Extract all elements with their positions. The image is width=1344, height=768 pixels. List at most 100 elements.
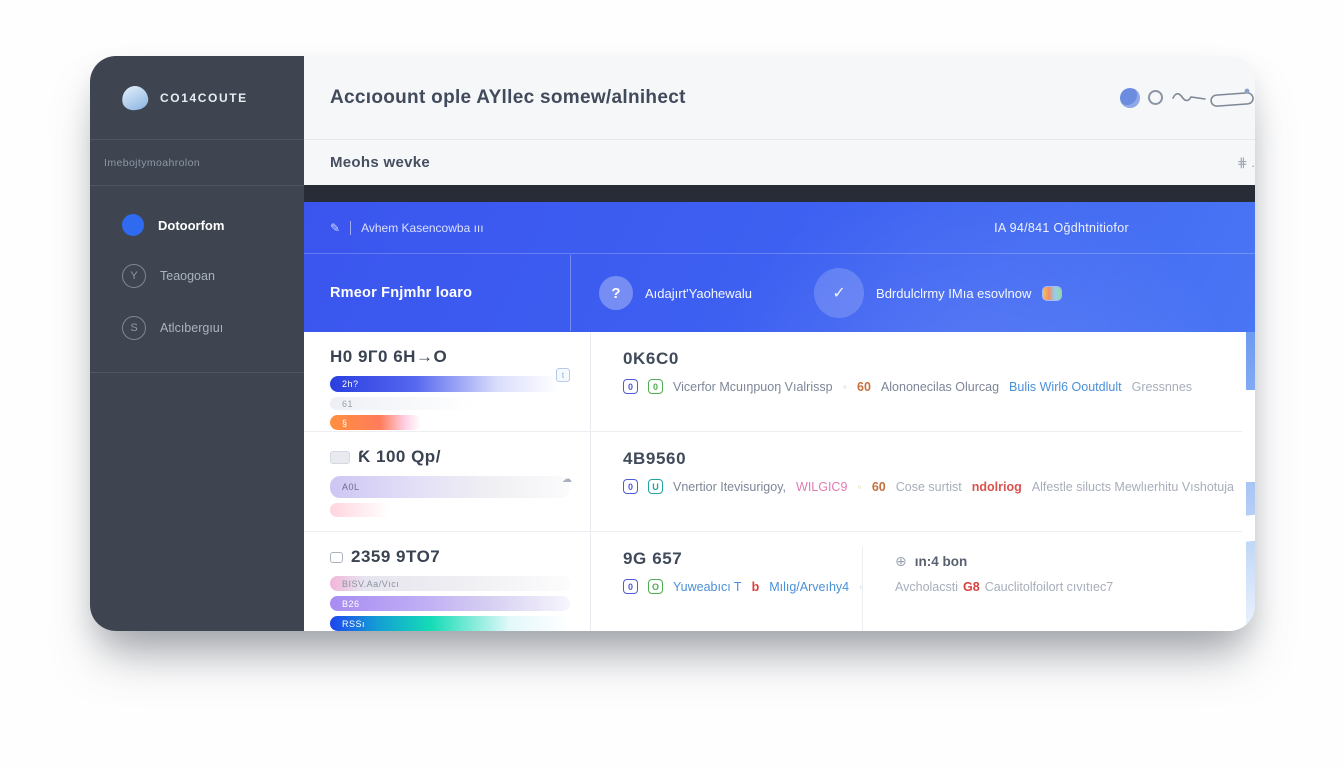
- sidebar-item-label: Teaogoan: [160, 269, 215, 283]
- sidebar-nav: Dotoorfom Y Teaogoan S Atlcıbergıuı: [90, 186, 304, 373]
- extra-pre: Avcholacsti: [895, 580, 958, 594]
- cloud-icon[interactable]: ☁: [562, 474, 572, 485]
- question-avatar-icon: ?: [599, 276, 633, 310]
- progress-bar: 2h?: [330, 376, 570, 392]
- header-actions: [1119, 87, 1255, 109]
- logo-label: Co14coute: [160, 90, 248, 105]
- globe-icon: ⊕: [895, 553, 907, 569]
- section-action-icon[interactable]: ⋕ .: [1236, 154, 1255, 170]
- sidebar-item-label: Atlcıbergıuı: [160, 321, 224, 335]
- progress-bar: BISV.Aa/Vıcı: [330, 576, 570, 591]
- dark-divider-strip: [304, 185, 1255, 202]
- assignee-group[interactable]: ? Aıdajırt'Yaohewalu: [599, 276, 752, 310]
- summary-banner: ✎ Avhem Kasencowba ııı IA 94/841 Oğdhtni…: [304, 202, 1255, 332]
- sidebar-item-label: Dotoorfom: [158, 217, 225, 233]
- status-label: Bdrdulclrmy IMıa esovlnow: [876, 285, 1032, 301]
- divider: [570, 255, 571, 331]
- attachment-icon[interactable]: t: [556, 368, 570, 382]
- row-title: 2359 9TO7: [330, 547, 570, 567]
- app-logo-icon: [120, 83, 150, 112]
- token: Bulis Wirl6 Ooutdlult: [1009, 379, 1122, 394]
- row-detail-cell: 9G 657 0O Yuweabıcı T b Mılıg/Arveıhy4 ◦ ◦ ◦…: [591, 532, 1246, 631]
- sidebar-item-teaogoan[interactable]: Y Teaogoan: [122, 264, 304, 288]
- strip-notch: [1241, 511, 1255, 543]
- row-progress-cell: Ƙ 100 Qp/ ☁ A0L: [304, 432, 591, 531]
- sidebar-item-dotoorfom[interactable]: Dotoorfom: [122, 214, 304, 236]
- sidebar: Co14coute Imebojtymoahrolon Dotoorfom Y …: [90, 56, 304, 631]
- token: 0: [623, 579, 638, 594]
- token-row: 0 U Vnertior Itevisurigoy, WILGIC9 ◦ 60 Cose s…: [623, 479, 1246, 494]
- row-title: Ƙ 100 Qp/: [330, 447, 570, 467]
- banner-breadcrumb-row: ✎ Avhem Kasencowba ııı IA 94/841 Oğdhtni…: [304, 202, 1255, 254]
- alert-badge: G8: [963, 580, 980, 594]
- token: 0: [623, 379, 638, 394]
- token: Cose surtist: [895, 479, 962, 494]
- sidebar-filler: [90, 373, 304, 631]
- progress-bar-label: RSSı: [342, 618, 366, 629]
- avatar[interactable]: [1119, 87, 1140, 108]
- progress-bar-label: 2h?: [342, 379, 359, 389]
- logo: Co14coute: [90, 56, 304, 140]
- record-row-1[interactable]: H0 9Г0 6H→O t 2h? 61 § 0K6C0 0 0 Vicerfor Mc…: [304, 332, 1246, 432]
- status-group[interactable]: ✓ Bdrdulclrmy IMıa esovlnow: [814, 268, 1062, 318]
- progress-bar-label: §: [342, 417, 348, 428]
- rainbow-chip-icon: [1043, 286, 1062, 300]
- extra-title: ⊕ ın:4 bon: [895, 553, 1246, 570]
- row-title: H0 9Г0 6H→O: [330, 347, 448, 366]
- row-title-text: 2359 9TO7: [351, 547, 441, 566]
- extra-post: Cauclitolfoilort cıvıtıec7: [984, 580, 1114, 594]
- app-window: Co14coute Imebojtymoahrolon Dotoorfom Y …: [90, 56, 1255, 631]
- banner-detail-row: Rmeor Fnjmhr loaro ? Aıdajırt'Yaohewalu …: [304, 254, 1255, 332]
- token: Mılıg/Arveıhy4: [769, 579, 850, 594]
- token: Alononecilas Olurcag: [880, 379, 1000, 394]
- token: Alfestle silucts Mewlıerhitu Vıshotuja: [1031, 479, 1234, 494]
- reference-id: IA 94/841 Oğdhtnitiofor: [994, 220, 1129, 235]
- progress-bar-label: BISV.Aa/Vıcı: [342, 578, 400, 589]
- page-title: Accıoount ople AYllec somew/alnihect: [330, 86, 686, 108]
- scribble-pill-icon[interactable]: [1171, 87, 1255, 109]
- progress-bars: BISV.Aa/Vıcı B26 RSSı: [330, 576, 570, 631]
- row-detail-cell: 4B9560 0 U Vnertior Itevisurigoy, WILGIC9 ◦ 6…: [591, 432, 1246, 531]
- page-header: Accıoount ople AYllec somew/alnihect: [304, 56, 1255, 140]
- record-list: H0 9Г0 6H→O t 2h? 61 § 0K6C0 0 0 Vicerfor Mc…: [304, 332, 1246, 631]
- progress-bar: §: [330, 415, 422, 430]
- row-code: 0K6C0: [623, 349, 679, 368]
- banner-title: Rmeor Fnjmhr loaro: [330, 285, 473, 301]
- row-title-text: Ƙ 100 Qp/: [358, 447, 441, 466]
- row-code: 9G 657: [623, 549, 683, 568]
- extra-line: Avcholacsti G8 Cauclitolfoilort cıvıtıec…: [895, 580, 1246, 594]
- token: 0: [648, 379, 663, 394]
- edit-icon[interactable]: ✎: [330, 220, 341, 235]
- token: ◦: [857, 479, 862, 494]
- token-row: 0 0 Vicerfor Mcuıŋpuoŋ Vıalrissp ◦ 60 Alonone…: [623, 379, 1246, 394]
- progress-bar-label: B26: [342, 598, 360, 609]
- token: ◦ ◦ ◦: [859, 579, 862, 594]
- progress-bar: 61: [330, 397, 570, 410]
- divider: [350, 220, 352, 235]
- row-extra-panel: ⊕ ın:4 bon Avcholacsti G8 Cauclitolfoilo…: [862, 547, 1246, 631]
- extra-title-text: ın:4 bon: [914, 554, 968, 569]
- assignee-label: Aıdajırt'Yaohewalu: [645, 285, 753, 301]
- workspace-label[interactable]: Imebojtymoahrolon: [90, 140, 304, 186]
- breadcrumb[interactable]: ✎ Avhem Kasencowba ııı: [330, 220, 484, 235]
- row-detail-cell: 0K6C0 0 0 Vicerfor Mcuıŋpuoŋ Vıalrissp ◦ 60 A…: [591, 332, 1246, 431]
- token: 60: [857, 379, 871, 394]
- breadcrumb-label: Avhem Kasencowba ııı: [361, 220, 484, 235]
- progress-bar: RSSı: [330, 616, 570, 631]
- progress-bar: B26: [330, 596, 570, 611]
- token: Vicerfor Mcuıŋpuoŋ Vıalrissp: [673, 379, 833, 394]
- row-detail-main: 9G 657 0O Yuweabıcı T b Mılıg/Arveıhy4 ◦ ◦ ◦: [623, 547, 862, 631]
- decorative-side-strip: [1241, 332, 1255, 631]
- s-circle-icon: S: [122, 316, 146, 340]
- token: Gressnnes: [1131, 379, 1193, 394]
- sub-header: Meohs wevke ⋕ .: [304, 140, 1255, 185]
- record-row-2[interactable]: Ƙ 100 Qp/ ☁ A0L 4B9560 0 U Vnertior Itevis…: [304, 432, 1246, 532]
- ring-icon[interactable]: [1147, 90, 1163, 105]
- progress-bar: A0L: [330, 476, 570, 498]
- checkbox-icon[interactable]: [330, 551, 343, 563]
- token: 60: [871, 479, 886, 494]
- progress-bar-label: A0L: [342, 482, 360, 492]
- main-area: Accıoount ople AYllec somew/alnihect Meo…: [304, 56, 1255, 631]
- sidebar-item-atlcibergiui[interactable]: S Atlcıbergıuı: [122, 316, 304, 340]
